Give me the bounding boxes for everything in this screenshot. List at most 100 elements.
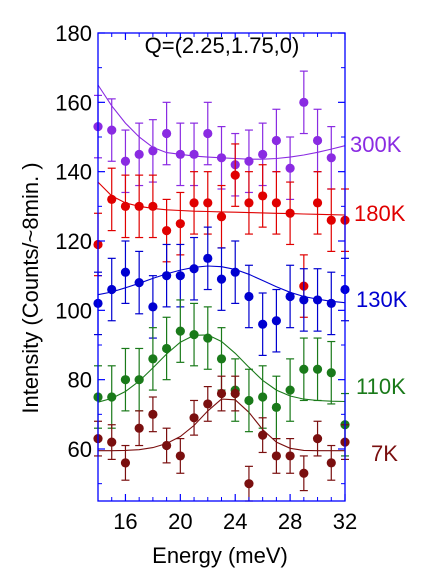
data-point	[312, 364, 323, 374]
series-label-180K: 180K	[354, 201, 406, 226]
data-point	[107, 392, 117, 402]
data-point	[107, 194, 117, 204]
axis-ticks	[97, 32, 346, 501]
data-point	[189, 330, 199, 340]
y-axis-title: Intensity (Counts/~8min. )	[18, 162, 43, 413]
x-tick-label: 28	[278, 509, 302, 534]
data-point	[244, 395, 254, 406]
data-point	[326, 298, 336, 308]
data-point	[162, 271, 172, 281]
x-axis-title: Energy (meV)	[152, 543, 288, 568]
data-point	[134, 423, 144, 433]
data-point	[271, 402, 281, 412]
data-point	[285, 163, 295, 173]
data-point	[120, 267, 131, 277]
data-point	[107, 125, 117, 135]
data-point	[189, 413, 199, 423]
data-point	[326, 153, 336, 163]
data-point	[271, 316, 281, 326]
data-point	[230, 267, 240, 277]
data-point	[216, 274, 227, 284]
data-point	[244, 198, 254, 208]
series-label-7K: 7K	[371, 441, 398, 466]
data-point	[162, 226, 172, 236]
series-label-300K: 300K	[350, 132, 402, 157]
data-point	[216, 153, 227, 163]
q-vector-annotation: Q=(2.25,1.75,0)	[145, 33, 300, 58]
data-point	[216, 354, 227, 364]
data-point	[148, 302, 158, 312]
data-point	[299, 468, 309, 478]
data-point	[203, 333, 213, 343]
data-point	[175, 326, 185, 336]
series-label-130K: 130K	[356, 287, 408, 312]
data-point	[107, 437, 117, 447]
data-point	[244, 479, 254, 489]
data-point	[134, 375, 144, 385]
data-point	[258, 319, 268, 329]
y-tick-label: 120	[55, 229, 92, 254]
data-point	[148, 201, 158, 211]
data-point	[162, 128, 172, 139]
data-point	[312, 434, 323, 444]
x-tick-label: 16	[113, 509, 137, 534]
series-label-110K: 110K	[356, 374, 406, 399]
data-point	[326, 368, 336, 378]
data-point	[148, 354, 158, 364]
data-point	[175, 149, 185, 159]
data-point	[258, 430, 268, 440]
data-point	[162, 343, 172, 354]
data-point	[134, 149, 144, 159]
data-point	[271, 198, 281, 208]
data-point	[148, 146, 158, 156]
y-tick-label: 180	[55, 21, 92, 46]
data-point	[120, 375, 131, 385]
data-point	[244, 156, 254, 166]
data-point	[203, 198, 213, 208]
data-point	[244, 291, 254, 302]
data-point	[120, 458, 131, 468]
data-point	[312, 135, 323, 146]
data-point	[312, 295, 323, 305]
data-point	[216, 212, 227, 222]
data-point	[175, 271, 185, 281]
data-point	[230, 388, 240, 399]
data-point	[120, 156, 131, 166]
data-point	[271, 451, 281, 461]
data-point	[230, 170, 240, 180]
data-point	[258, 191, 268, 201]
data-point	[326, 215, 336, 225]
x-tick-label: 24	[223, 509, 247, 534]
data-point	[203, 253, 213, 263]
data-point	[258, 149, 268, 159]
data-point	[271, 135, 281, 146]
data-point	[312, 198, 323, 208]
data-point	[216, 388, 227, 399]
data-point	[189, 264, 199, 274]
x-tick-label: 20	[168, 509, 192, 534]
series-labels: 300K 180K 130K 110K 7K	[350, 132, 408, 466]
y-tick-label: 160	[55, 90, 92, 115]
data-point	[203, 128, 213, 139]
data-point	[134, 201, 144, 211]
data-point	[189, 149, 199, 159]
data-point	[162, 440, 172, 451]
data-point	[120, 201, 131, 211]
data-point	[285, 385, 295, 395]
data-point	[175, 451, 185, 461]
data-point	[299, 97, 309, 107]
y-tick-label: 100	[55, 298, 92, 323]
data-point	[285, 291, 295, 302]
data-point	[258, 392, 268, 402]
data-point	[285, 451, 295, 461]
data-point	[189, 198, 199, 208]
data-point	[299, 295, 309, 305]
y-tick-label: 60	[68, 437, 92, 462]
data-point	[285, 208, 295, 218]
data-point	[175, 219, 185, 229]
data-point	[203, 399, 213, 409]
x-tick-label: 32	[333, 509, 357, 534]
data-point	[148, 409, 158, 419]
